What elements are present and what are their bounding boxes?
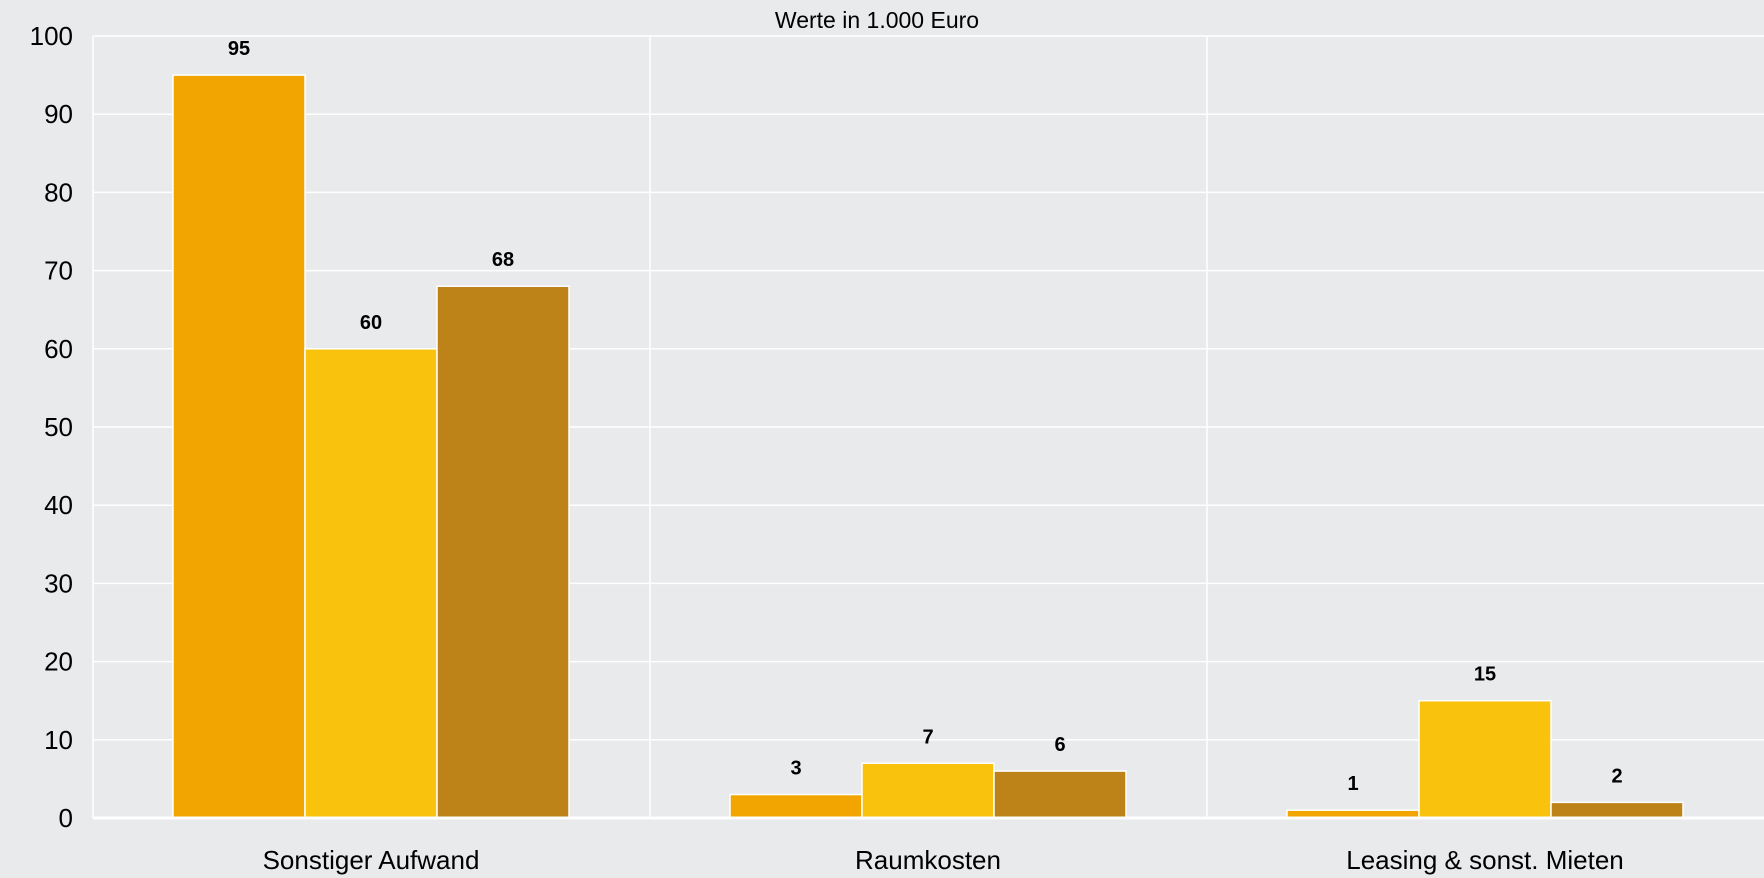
y-tick-label-50: 50 xyxy=(44,412,73,442)
category-label-2: Leasing & sonst. Mieten xyxy=(1346,845,1624,875)
value-label-0-0: 95 xyxy=(228,38,250,60)
bars xyxy=(93,74,1764,820)
bar-1-0 xyxy=(729,793,863,819)
y-tick-label-30: 30 xyxy=(44,568,73,598)
value-label-2-0: 1 xyxy=(1347,773,1358,795)
y-tick-label-20: 20 xyxy=(44,647,73,677)
y-tick-label-0: 0 xyxy=(59,803,73,833)
value-label-1-0: 3 xyxy=(790,758,801,780)
y-tick-label-80: 80 xyxy=(44,177,73,207)
y-tick-label-90: 90 xyxy=(44,99,73,129)
value-label-0-2: 68 xyxy=(492,249,514,271)
bar-0-2 xyxy=(436,285,570,819)
bar-0-1 xyxy=(304,348,438,819)
y-tick-label-10: 10 xyxy=(44,725,73,755)
bar-1-2 xyxy=(993,770,1127,819)
bar-0-0 xyxy=(172,74,306,819)
y-tick-label-60: 60 xyxy=(44,334,73,364)
bar-1-1 xyxy=(861,762,995,819)
category-label-0: Sonstiger Aufwand xyxy=(263,845,480,875)
chart-title: Werte in 1.000 Euro xyxy=(775,7,979,33)
value-label-0-1: 60 xyxy=(360,312,382,334)
bar-2-1 xyxy=(1418,699,1552,819)
y-tick-label-100: 100 xyxy=(30,21,73,51)
y-tick-label-40: 40 xyxy=(44,490,73,520)
value-label-1-1: 7 xyxy=(922,726,933,748)
bar-2-2 xyxy=(1550,801,1684,819)
value-label-2-2: 2 xyxy=(1611,765,1622,787)
labels: 0 10 20 30 40 50 60 70 80 90 100 95 60 68 Sonstiger Au… xyxy=(30,21,1624,875)
category-label-1: Raumkosten xyxy=(855,845,1001,875)
value-label-2-1: 15 xyxy=(1474,664,1496,686)
y-tick-label-70: 70 xyxy=(44,256,73,286)
value-label-1-2: 6 xyxy=(1054,734,1065,756)
